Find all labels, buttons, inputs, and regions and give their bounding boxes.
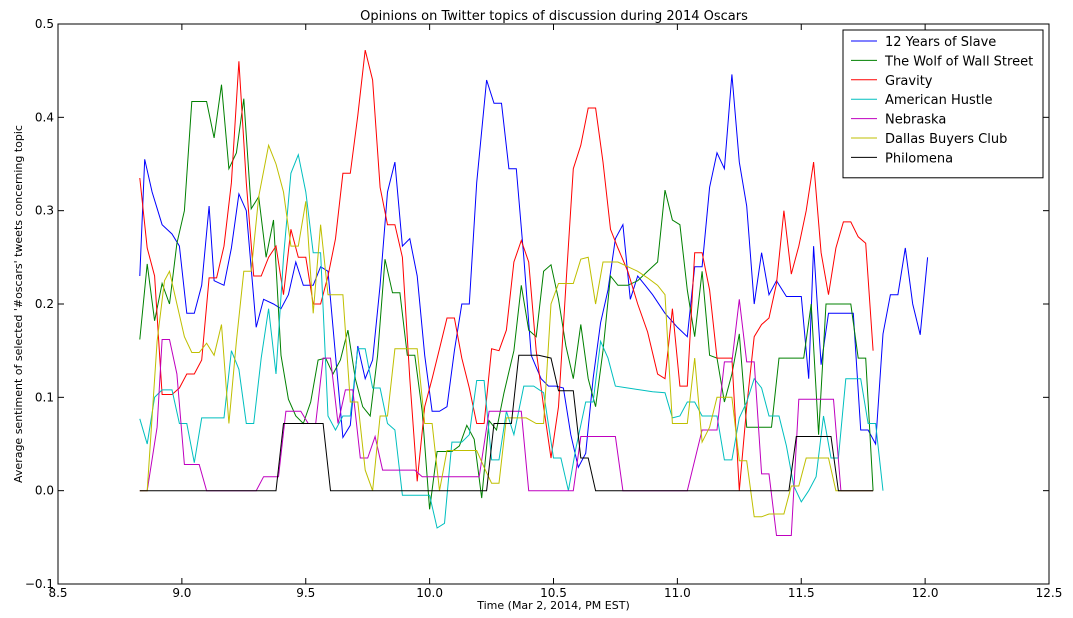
series-line-5 (139, 143, 874, 518)
y-tick-label: 0.0 (35, 484, 54, 498)
series-line-0 (139, 74, 929, 469)
legend-box (842, 29, 1044, 179)
legend-label-0: 12 Years of Slave (885, 35, 996, 50)
y-tick-label: 0.5 (35, 17, 54, 31)
x-tick-label: 9.5 (296, 586, 315, 600)
x-tick-label: 8.5 (48, 586, 67, 600)
x-tick-label: 12.0 (912, 586, 939, 600)
y-axis-label: Average sentiment of selected '#oscars' … (12, 125, 25, 483)
series-line-6 (139, 354, 874, 492)
legend-label-3: American Hustle (885, 93, 993, 108)
axis-ticks: 8.5 9.0 9.5 10.0 10.5 11.0 11.5 12.0 12.5 −0.1 0.0… (25, 17, 1063, 600)
y-tick-label: 0.1 (35, 390, 54, 404)
series-line-1 (139, 84, 874, 510)
plot-area (139, 49, 929, 536)
legend-label-2: Gravity (885, 74, 933, 89)
y-tick-label: 0.2 (35, 297, 54, 311)
y-tick-label: 0.4 (35, 110, 54, 124)
legend-label-6: Philomena (885, 151, 953, 166)
y-tick-label: −0.1 (25, 577, 54, 591)
x-tick-label: 10.5 (540, 586, 567, 600)
legend: 12 Years of Slave The Wolf of Wall Street… (842, 29, 1044, 179)
x-tick-label: 10.0 (416, 586, 443, 600)
x-axis-label: Time (Mar 2, 2014, PM EST) (476, 599, 630, 612)
x-tick-label: 11.0 (664, 586, 691, 600)
x-tick-label: 11.5 (788, 586, 815, 600)
x-tick-label: 9.0 (172, 586, 191, 600)
series-line-2 (139, 49, 874, 491)
legend-label-5: Dallas Buyers Club (885, 132, 1007, 147)
legend-label-4: Nebraska (885, 113, 946, 128)
x-tick-label: 12.5 (1036, 586, 1063, 600)
y-tick-label: 0.3 (35, 204, 54, 218)
chart-title: Opinions on Twitter topics of discussion… (360, 9, 748, 24)
legend-label-1: The Wolf of Wall Street (884, 54, 1033, 69)
series-line-3 (139, 152, 884, 529)
